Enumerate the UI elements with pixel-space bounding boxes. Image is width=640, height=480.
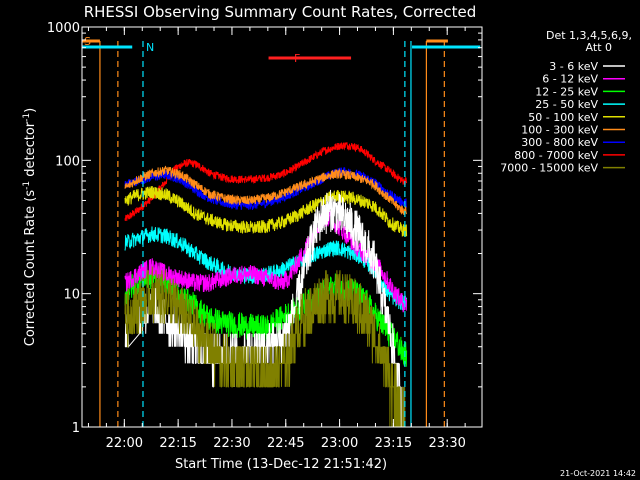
y-axis-label: Corrected Count Rate (s-1 detector-1) xyxy=(22,108,38,346)
legend-label-2: 12 - 25 keV xyxy=(535,85,598,98)
night-flag-label: N xyxy=(146,41,154,54)
plot-frame xyxy=(81,26,483,428)
y-axis-label-main: Corrected Count Rate (s xyxy=(23,190,38,347)
legend-header-line-1: Det 1,3,4,5,6,9, xyxy=(546,29,632,42)
y-axis-label-mid: detector xyxy=(23,121,38,181)
chart-title: RHESSI Observing Summary Count Rates, Co… xyxy=(84,3,477,21)
y-tick-label: 1 xyxy=(72,421,80,436)
legend-label-3: 25 - 50 keV xyxy=(535,98,598,111)
y-tick-label: 1000 xyxy=(47,21,80,36)
series-line-1 xyxy=(124,209,408,313)
x-tick-label: 22:45 xyxy=(267,436,304,451)
footer-timestamp: 21-Oct-2021 14:42 xyxy=(560,469,636,478)
legend-label-0: 3 - 6 keV xyxy=(549,60,598,73)
saa-flag-label: S xyxy=(84,35,91,48)
axes-layer: 1 10 100 1000 22:00 22:15 22:30 22:45 23:00 23:15… xyxy=(47,21,482,451)
legend-label-6: 300 - 800 keV xyxy=(521,136,598,149)
series-line-2 xyxy=(124,264,408,367)
legend-header-line-2: Att 0 xyxy=(586,41,612,54)
x-tick-label: 23:15 xyxy=(375,436,412,451)
legend-label-7: 800 - 7000 keV xyxy=(514,149,598,162)
legend-label-5: 100 - 300 keV xyxy=(521,124,598,137)
y-axis-label-sup1: -1 xyxy=(22,181,32,190)
x-tick-label: 23:30 xyxy=(428,436,465,451)
x-axis-label: Start Time (13-Dec-12 21:51:42) xyxy=(175,457,387,472)
y-axis-label-end: ) xyxy=(23,108,38,113)
legend-label-8: 7000 - 15000 keV xyxy=(500,162,598,175)
series-line-8 xyxy=(124,266,407,428)
y-axis-label-sup2: -1 xyxy=(22,113,32,122)
x-tick-label: 23:00 xyxy=(321,436,358,451)
x-tick-label: 22:30 xyxy=(213,436,250,451)
y-tick-label: 100 xyxy=(55,154,80,169)
series-line-4 xyxy=(124,186,408,237)
legend-label-4: 50 - 100 keV xyxy=(528,111,598,124)
legend-label-1: 6 - 12 keV xyxy=(542,73,598,86)
x-tick-label: 22:00 xyxy=(106,436,143,451)
series-line-5 xyxy=(124,165,408,216)
x-tick-label: 22:15 xyxy=(159,436,196,451)
flare-flag-label: F xyxy=(294,52,300,65)
series-line-0 xyxy=(124,189,407,428)
y-tick-label: 10 xyxy=(63,288,80,303)
data-series-layer xyxy=(124,142,408,428)
observing-flags-layer: S N F xyxy=(82,35,481,427)
